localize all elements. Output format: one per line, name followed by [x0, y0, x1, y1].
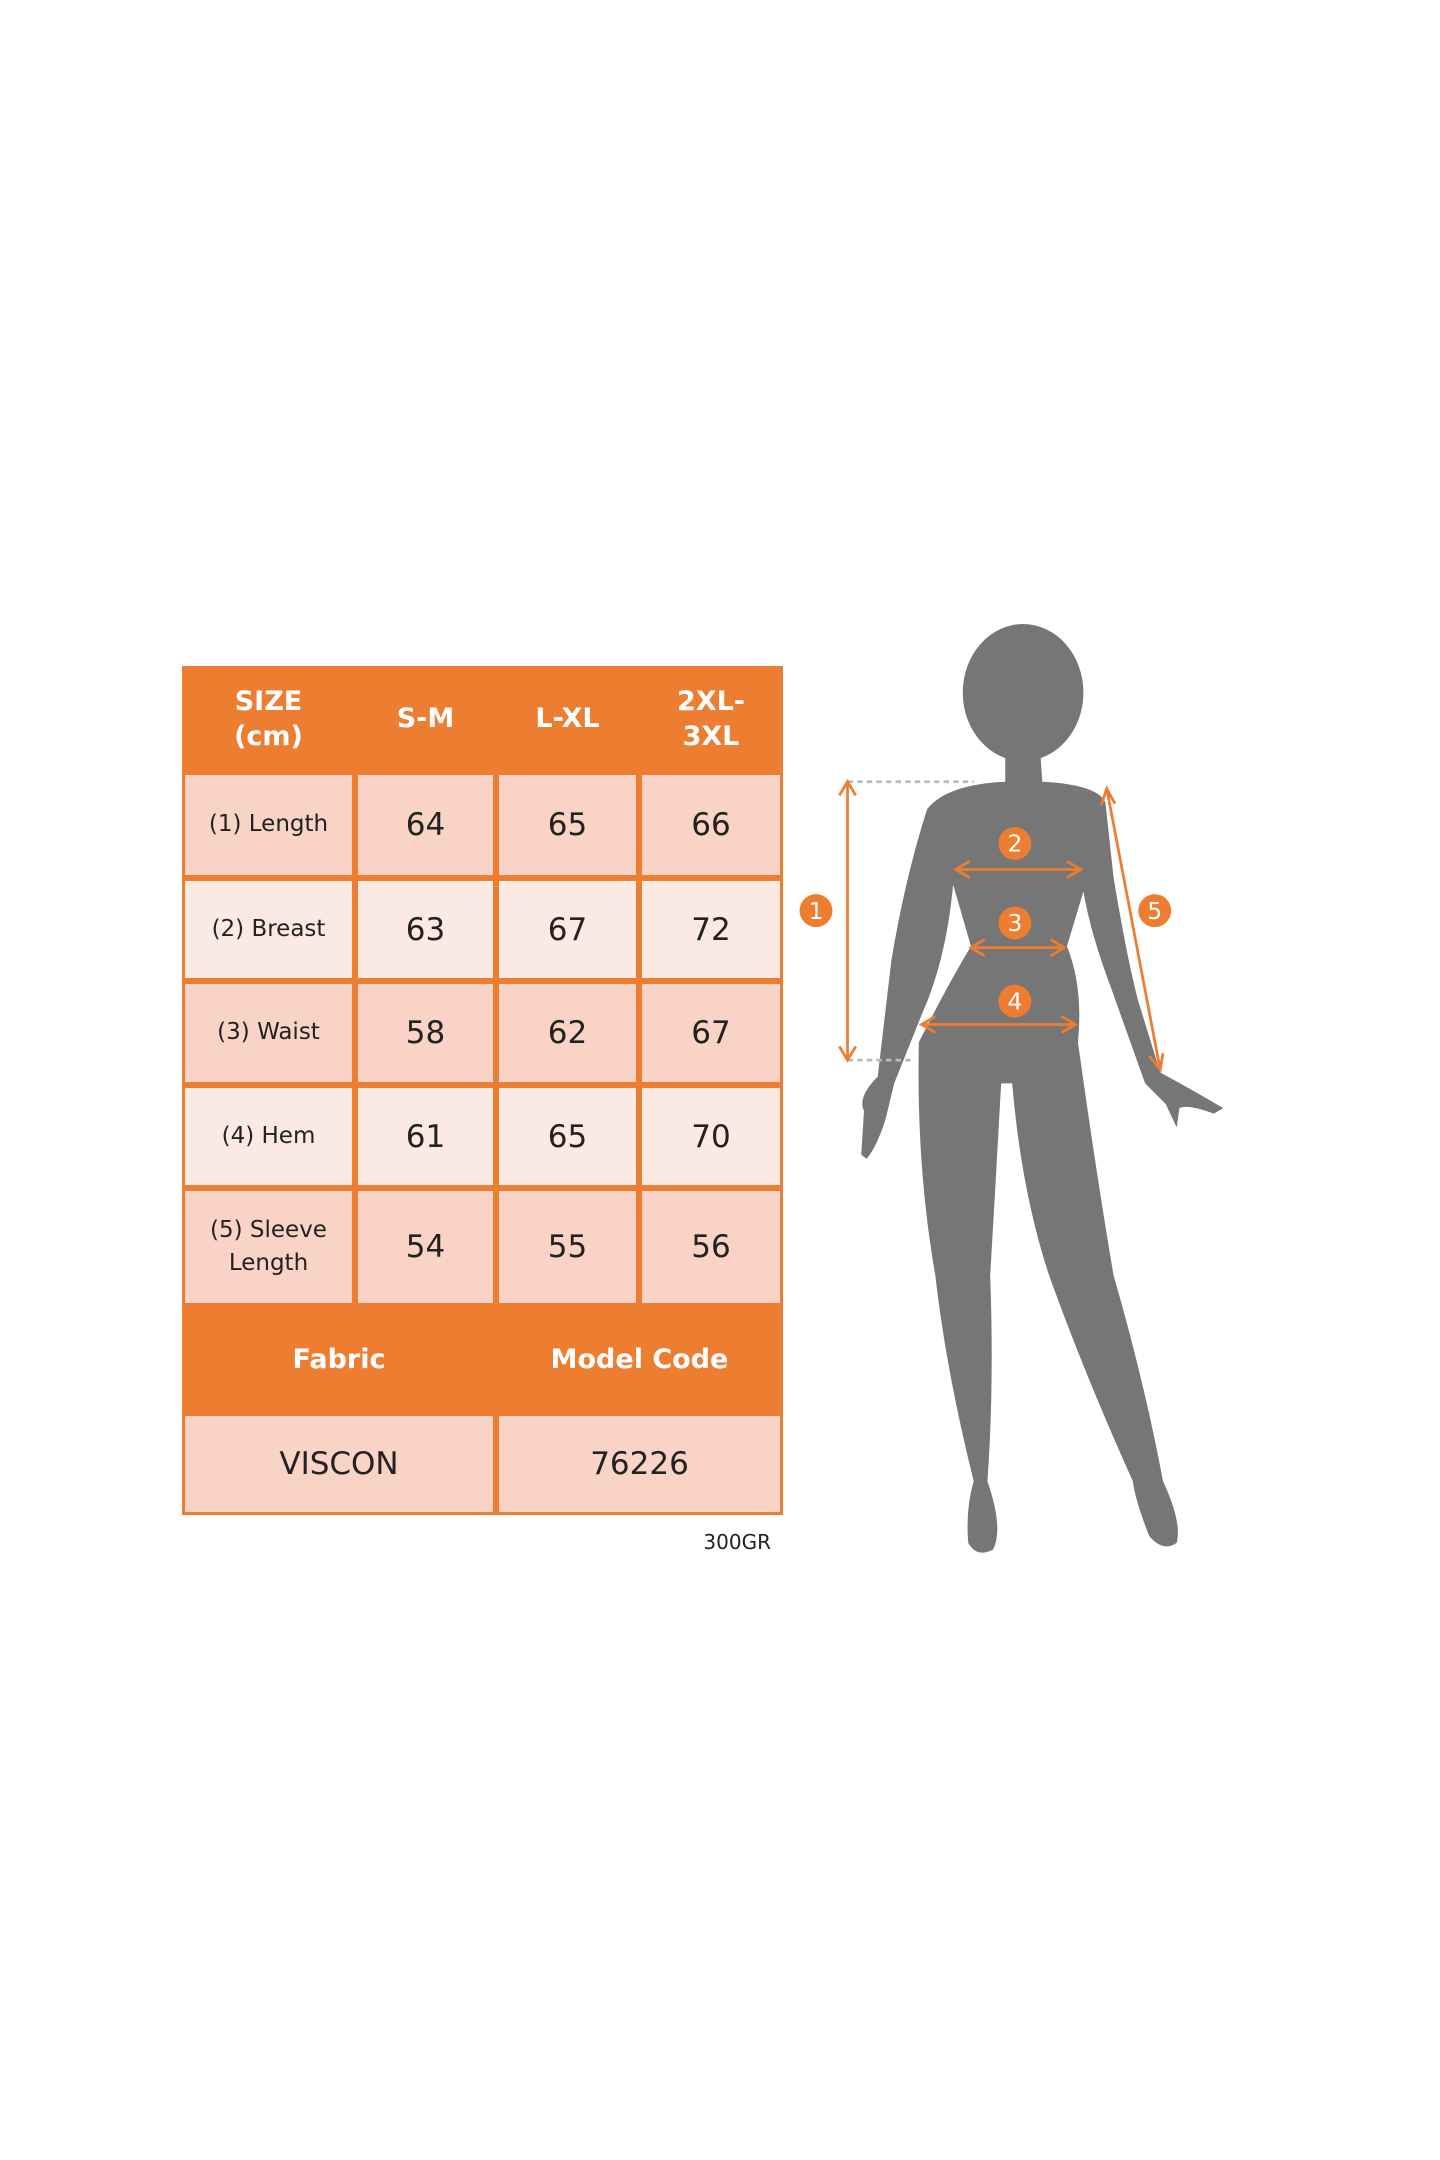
row-label: (4) Hem: [185, 1088, 352, 1185]
measurement-value: 65: [499, 1088, 636, 1185]
model-code-header: Model Code: [550, 1343, 729, 1375]
woman-silhouette: [861, 624, 1224, 1553]
measurement-arrows: [838, 779, 1165, 1073]
size-column-header: S-M: [396, 703, 455, 735]
measurement-value: 67: [499, 881, 636, 978]
measurement-value: 55: [499, 1191, 636, 1303]
marker-1-circle: [799, 894, 833, 928]
fabric-header: Fabric: [292, 1343, 386, 1375]
size-chart-table: SIZE (cm) S-M L-XL 2XL- 3XL (1) Length 64 65 66…: [182, 666, 783, 1515]
measurement-value: 70: [642, 1088, 780, 1185]
breast-arrow: [953, 860, 1084, 879]
measurement-value: 63: [358, 881, 493, 978]
marker-label: 5: [1147, 898, 1162, 925]
sleeve-arrow: [1099, 785, 1165, 1073]
marker-label: 2: [1007, 831, 1022, 858]
weight-note: 300GR: [703, 1530, 771, 1554]
marker-circles: 1 2 3 4 5: [799, 826, 1172, 1018]
row-label: (5) Sleeve Length: [185, 1191, 352, 1303]
measurement-value: 62: [499, 984, 636, 1082]
row-label: (2) Breast: [185, 881, 352, 978]
measurement-value: 66: [642, 775, 780, 875]
size-header: SIZE (cm): [234, 685, 303, 752]
size-column-header: L-XL: [535, 703, 600, 735]
measurement-value: 64: [358, 775, 493, 875]
marker-label: 1: [809, 898, 824, 925]
measurement-value: 54: [358, 1191, 493, 1303]
hem-arrow: [918, 1015, 1078, 1034]
marker-3-circle: [998, 906, 1032, 940]
measurement-value: 65: [499, 775, 636, 875]
marker-5-circle: [1138, 894, 1172, 928]
row-label: (1) Length: [185, 775, 352, 875]
waist-arrow: [968, 938, 1067, 958]
measurement-value: 72: [642, 881, 780, 978]
fabric-value: VISCON: [185, 1416, 493, 1512]
measurement-value: 61: [358, 1088, 493, 1185]
marker-2-circle: [998, 826, 1032, 860]
row-label: (3) Waist: [185, 984, 352, 1082]
marker-4-circle: [998, 984, 1032, 1018]
measurement-value: 67: [642, 984, 780, 1082]
measurement-value: 58: [358, 984, 493, 1082]
length-arrow: [838, 779, 857, 1063]
marker-label: 4: [1007, 988, 1022, 1015]
measurement-value: 56: [642, 1191, 780, 1303]
size-column-header: 2XL- 3XL: [676, 685, 745, 752]
model-code-value: 76226: [499, 1416, 780, 1512]
marker-label: 3: [1007, 910, 1022, 937]
